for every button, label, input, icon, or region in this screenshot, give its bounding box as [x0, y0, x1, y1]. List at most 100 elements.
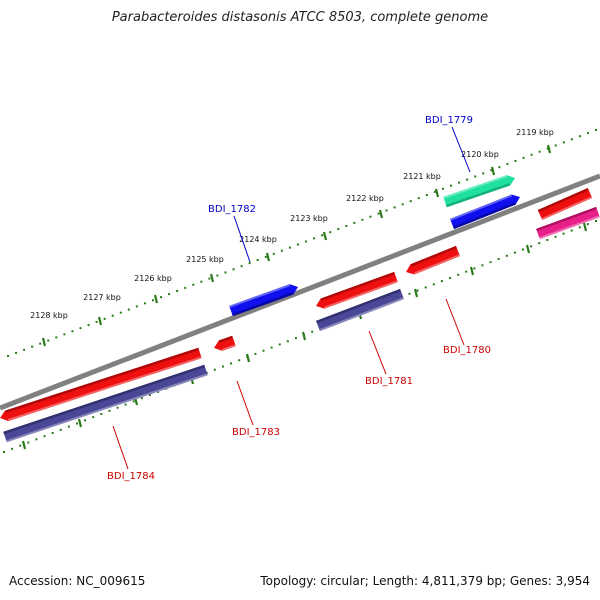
scale-dot — [35, 438, 38, 441]
tick-label: 2128 kbp — [30, 311, 68, 320]
gene-leader-line — [451, 126, 471, 173]
tick-label: 2123 kbp — [290, 214, 328, 223]
scale-dot — [513, 251, 516, 254]
feature-bdi-1779-cds — [449, 194, 520, 230]
gene-leader-line — [236, 380, 254, 426]
map-title: Parabacteroides distasonis ATCC 8503, co… — [111, 10, 489, 25]
scale-dot — [417, 197, 420, 200]
scale-dot — [3, 451, 5, 453]
scale-dot — [595, 220, 597, 222]
scale-dot — [466, 178, 469, 181]
scale-dot — [554, 235, 557, 238]
scale-dot — [530, 153, 533, 156]
scale-dot — [221, 365, 224, 368]
scale-dot — [586, 132, 589, 135]
major-tick — [21, 440, 27, 450]
scale-dot — [489, 261, 492, 264]
scale-dot — [578, 226, 581, 229]
scale-dot — [213, 368, 216, 371]
scale-dot — [345, 224, 348, 227]
scale-dot — [103, 317, 106, 320]
scale-dot — [514, 159, 517, 162]
scale-dot — [482, 172, 485, 175]
gene-label: BDI_1784 — [107, 471, 155, 482]
scale-dot — [140, 397, 143, 400]
scale-dot — [238, 359, 241, 362]
scale-dot — [278, 343, 281, 346]
gene-label: BDI_1780 — [443, 345, 491, 356]
scale-dot — [280, 249, 283, 252]
scale-dot — [272, 252, 275, 255]
scale-dot — [337, 228, 340, 231]
genome-backbone — [0, 173, 600, 411]
scale-dot — [296, 243, 299, 246]
major-tick — [546, 144, 552, 154]
scale-dot — [474, 175, 477, 178]
scale-dot — [208, 277, 211, 280]
feature-right-edge-a — [537, 187, 593, 221]
scale-dot — [490, 169, 493, 172]
scale-dot — [425, 194, 428, 197]
scale-dot — [458, 181, 461, 184]
major-tick — [301, 331, 307, 341]
scale-dot — [440, 280, 443, 283]
feature-bdi-1781 — [316, 271, 398, 309]
scale-dot — [481, 264, 484, 267]
scale-dot — [546, 147, 549, 150]
scale-dot — [408, 292, 411, 295]
scale-dot — [578, 135, 581, 138]
scale-dot — [232, 268, 235, 271]
scale-dot — [75, 422, 78, 425]
scale-dot — [311, 330, 314, 333]
tick-label: 2127 kbp — [83, 293, 121, 302]
scale-dot — [216, 274, 219, 277]
scale-dot — [39, 342, 42, 345]
scale-dot — [465, 270, 468, 273]
feature-layer — [0, 175, 600, 443]
scale-dot — [108, 409, 111, 412]
scale-dot — [497, 257, 500, 260]
tick-label: 2120 kbp — [461, 150, 499, 159]
gene-leader-line — [233, 215, 251, 263]
scale-dot — [522, 156, 525, 159]
scale-dot — [409, 200, 412, 203]
scale-dot — [554, 144, 557, 147]
scale-dot — [570, 229, 573, 232]
scale-dot — [192, 283, 195, 286]
tick-layer: 2119 kbp 2120 kbp 2121 kbp 2122 kbp 2123 kbp… — [3, 128, 597, 453]
scale-dot — [67, 425, 70, 428]
scale-dot — [168, 293, 171, 296]
major-tick — [434, 188, 440, 198]
scale-dot — [498, 166, 501, 169]
scale-dot — [294, 337, 297, 340]
scale-dot — [240, 265, 243, 268]
major-tick — [378, 209, 384, 219]
scale-dot — [19, 444, 22, 447]
scale-dot — [262, 349, 265, 352]
scale-dot — [51, 432, 54, 435]
scale-dot — [449, 276, 452, 279]
major-tick — [209, 273, 215, 283]
scale-dot — [148, 394, 151, 397]
major-tick — [41, 337, 47, 347]
scale-dot — [92, 416, 95, 419]
scale-dot — [143, 302, 146, 305]
scale-dot — [522, 248, 525, 251]
scale-dot — [457, 273, 460, 276]
scale-dot — [119, 311, 122, 314]
scale-dot — [377, 212, 380, 215]
scale-dot — [401, 203, 404, 206]
scale-dot — [505, 254, 508, 257]
gene-label: BDI_1779 — [425, 115, 473, 126]
scale-dot — [151, 299, 154, 302]
scale-dot — [84, 419, 87, 422]
scale-dot — [538, 242, 541, 245]
scale-dot — [100, 413, 103, 416]
scale-dot — [157, 390, 160, 393]
scale-dot — [321, 234, 324, 237]
scale-dot — [586, 223, 589, 226]
major-tick — [413, 288, 419, 298]
scale-dot — [450, 184, 453, 187]
scale-dot — [132, 400, 135, 403]
